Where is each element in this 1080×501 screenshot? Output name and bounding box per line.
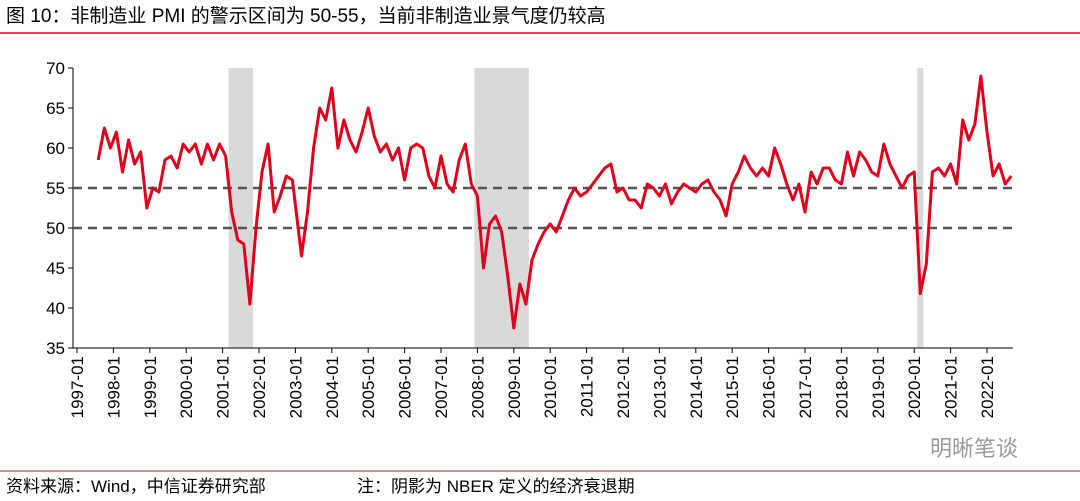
- x-tick-label: 2016-01: [760, 356, 779, 418]
- y-tick-label: 50: [46, 219, 65, 238]
- watermark: 明晰笔谈: [930, 436, 1018, 461]
- y-tick-label: 40: [46, 299, 65, 318]
- x-tick-label: 2021-01: [942, 356, 961, 418]
- x-tick-label: 2000-01: [177, 356, 196, 418]
- source: 资料来源：Wind，中信证券研究部: [6, 477, 266, 496]
- y-tick-label: 35: [46, 339, 65, 358]
- x-tick-label: 2014-01: [687, 356, 706, 418]
- x-tick-label: 2008-01: [468, 356, 487, 418]
- note: 注：阴影为 NBER 定义的经济衰退期: [357, 477, 635, 496]
- recession-shade: [474, 68, 529, 348]
- x-tick-label: 2006-01: [396, 356, 415, 418]
- x-tick-label: 2005-01: [359, 356, 378, 418]
- x-tick-label: 2015-01: [723, 356, 742, 418]
- x-tick-label: 2010-01: [541, 356, 560, 418]
- recession-shade: [917, 68, 924, 348]
- y-tick-label: 65: [46, 99, 65, 118]
- x-tick-label: 2020-01: [905, 356, 924, 418]
- y-tick-label: 45: [46, 259, 65, 278]
- y-tick-label: 55: [46, 179, 65, 198]
- x-tick-label: 2001-01: [214, 356, 233, 418]
- y-tick-label: 60: [46, 139, 65, 158]
- x-tick-label: 2019-01: [869, 356, 888, 418]
- x-tick-label: 2011-01: [578, 356, 597, 417]
- x-tick-label: 1997-01: [68, 356, 87, 418]
- pmi-line: [96, 74, 1013, 330]
- x-tick-label: 2017-01: [796, 356, 815, 418]
- x-tick-label: 2003-01: [286, 356, 305, 418]
- x-tick-label: 1999-01: [141, 356, 160, 418]
- x-tick-label: 2009-01: [505, 356, 524, 418]
- x-tick-label: 1998-01: [104, 356, 123, 418]
- x-tick-label: 2002-01: [250, 356, 269, 418]
- x-tick-label: 2013-01: [650, 356, 669, 418]
- x-tick-label: 2012-01: [614, 356, 633, 418]
- x-tick-label: 2007-01: [432, 356, 451, 418]
- x-tick-label: 2018-01: [832, 356, 851, 418]
- x-tick-label: 2022-01: [978, 356, 997, 418]
- y-tick-label: 70: [46, 59, 65, 78]
- x-tick-label: 2004-01: [323, 356, 342, 418]
- chart-title: 图 10：非制造业 PMI 的警示区间为 50-55，当前非制造业景气度仍较高: [6, 5, 606, 27]
